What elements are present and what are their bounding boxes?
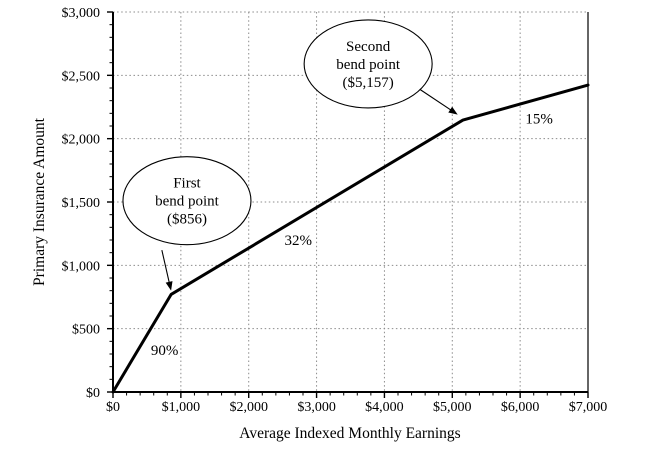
- y-tick-label: $0: [86, 386, 100, 401]
- x-axis-title: Average Indexed Monthly Earnings: [239, 425, 460, 442]
- y-axis-title: Primary Insurance Amount: [31, 117, 48, 286]
- y-tick-label: $1,000: [62, 259, 101, 274]
- callout-arrow-shaft: [161, 250, 171, 284]
- y-tick-label: $1,500: [62, 196, 101, 211]
- pia-benefit-line: [111, 83, 590, 394]
- callout-arrowhead: [165, 281, 173, 291]
- y-tick-label: $2,500: [62, 69, 101, 84]
- y-tick-label: $3,000: [62, 6, 101, 21]
- callout-text-line: Second: [346, 39, 391, 55]
- callout-text-line: bend point: [155, 194, 220, 210]
- rate-label: 90%: [151, 343, 179, 359]
- x-tick-label: $6,000: [501, 400, 540, 415]
- rate-label: 15%: [525, 111, 553, 127]
- callout-arrowhead: [448, 106, 458, 115]
- callout-arrow-shaft: [419, 88, 453, 112]
- x-tick-label: $1,000: [162, 400, 201, 415]
- callout-ellipse: [303, 19, 433, 109]
- plot-area: $0 $1,000 $2,000 $3,000 $4,000 $5,000 $6,000 $7…: [62, 6, 608, 415]
- first-bend-point-callout: First bend point ($856): [122, 156, 252, 291]
- x-tick-label: $5,000: [433, 400, 472, 415]
- x-tick-label: $2,000: [229, 400, 268, 415]
- rate-label: 32%: [285, 233, 313, 249]
- callout-ellipse: [122, 156, 252, 246]
- x-tick-label: $0: [106, 400, 120, 415]
- y-tick-label: $2,000: [62, 133, 101, 148]
- y-tick-label: $500: [72, 323, 100, 338]
- x-tick-label: $7,000: [569, 400, 608, 415]
- second-bend-point-callout: Second bend point ($5,157): [303, 19, 458, 115]
- callout-text-line: ($5,157): [343, 75, 394, 91]
- callout-text-line: bend point: [336, 57, 401, 73]
- callout-text-line: First: [173, 176, 201, 192]
- x-tick-label: $4,000: [365, 400, 404, 415]
- x-tick-label: $3,000: [297, 400, 336, 415]
- callout-text-line: ($856): [167, 212, 207, 228]
